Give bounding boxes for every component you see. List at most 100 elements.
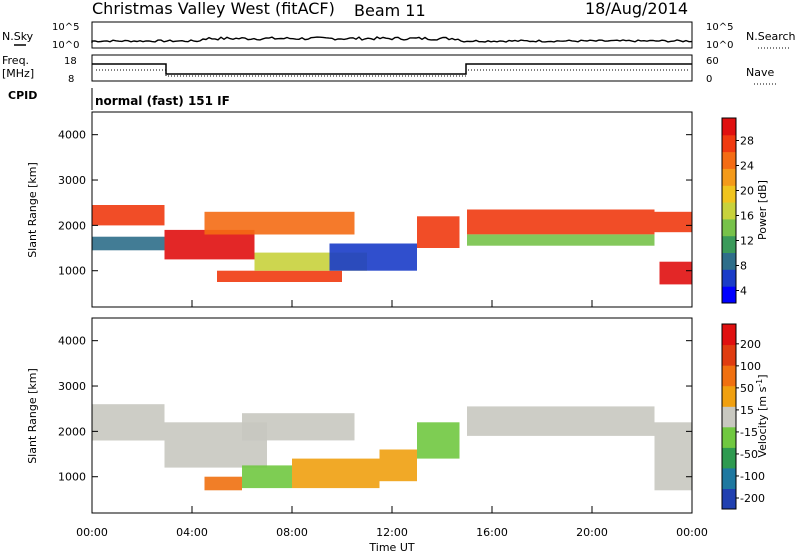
power-colorbar-label: Power [dB]	[756, 180, 769, 240]
power-region-6	[329, 243, 417, 271]
power-heatmap	[92, 205, 692, 285]
velocity-region-7	[417, 422, 460, 459]
noise-left-label: N.Sky	[2, 30, 34, 43]
velocity-colorbar-swatch-2	[722, 447, 736, 469]
noise-panel-frame	[91, 21, 693, 49]
noise-left-tick-bottom: 10^0	[52, 40, 79, 51]
beam-label: Beam 11	[354, 1, 426, 20]
velocity-colorbar: 200 100 50 15 -15 -50 -100 -200	[721, 323, 765, 510]
power-colorbar-swatch-3	[722, 235, 736, 253]
xtick-label-3: 12:00	[376, 526, 408, 539]
xtick-label-4: 16:00	[476, 526, 508, 539]
velocity-ytick-label-0: 1000	[58, 471, 86, 484]
time-x-axis: 00:00 04:00 08:00 12:00 16:00 20:00 00:00	[76, 300, 708, 539]
velocity-region-4	[242, 465, 292, 489]
velocity-y-axis-label: Slant Range [km]	[26, 368, 39, 464]
freq-panel-frame	[91, 54, 693, 82]
velocity-ytick-label-1: 2000	[58, 425, 86, 438]
power-region-8	[467, 209, 655, 235]
power-y-axis-label: Slant Range [km]	[26, 162, 39, 258]
power-ytick-label-2: 3000	[58, 174, 86, 187]
power-region-0	[92, 205, 165, 226]
power-region-2	[164, 229, 255, 260]
velocity-colorbar-tick-label-7: -200	[740, 492, 765, 505]
velocity-colorbar-swatch-4	[722, 406, 736, 428]
x-axis-label: Time UT	[368, 541, 414, 554]
power-colorbar-swatch-8	[722, 151, 736, 169]
xtick-label-0: 00:00	[76, 526, 108, 539]
freq-label-line2: [MHz]	[2, 67, 34, 80]
velocity-region-9	[654, 422, 692, 491]
cpid-value: normal (fast) 151 IF	[95, 94, 230, 108]
power-colorbar-swatch-7	[722, 168, 736, 186]
power-colorbar-swatch-0	[722, 286, 736, 304]
power-region-9	[467, 234, 655, 246]
power-ytick-label-1: 2000	[58, 219, 86, 232]
velocity-region-8	[467, 406, 655, 436]
power-y-axis: 1000 2000 3000 4000	[58, 129, 692, 278]
velocity-colorbar-tick-label-4: -15	[740, 426, 758, 439]
velocity-ytick-label-3: 4000	[58, 335, 86, 348]
velocity-colorbar-tick-label-3: 15	[740, 404, 754, 417]
power-colorbar-swatch-10	[722, 118, 736, 136]
velocity-colorbar-swatch-5	[722, 385, 736, 407]
velocity-region-5	[292, 458, 380, 489]
power-ytick-label-3: 4000	[58, 129, 86, 142]
velocity-region-2	[242, 413, 355, 441]
xtick-label-5: 20:00	[576, 526, 608, 539]
velocity-colorbar-tick-label-0: 200	[740, 338, 761, 351]
power-colorbar-tick-label-0: 28	[740, 135, 754, 148]
power-colorbar-swatch-5	[722, 202, 736, 220]
station-title: Christmas Valley West (fitACF)	[92, 0, 335, 18]
power-colorbar-tick-label-6: 4	[740, 285, 747, 298]
velocity-colorbar-swatch-3	[722, 426, 736, 448]
date-label: 18/Aug/2014	[585, 0, 688, 18]
power-colorbar-swatch-6	[722, 185, 736, 203]
frequency-trace	[92, 63, 692, 75]
power-region-1	[92, 236, 165, 251]
xtick-label-6: 00:00	[676, 526, 708, 539]
power-colorbar: 28 24 20 16 12 8 4	[721, 117, 754, 304]
velocity-colorbar-label: Velocity [m s-1]	[755, 374, 769, 457]
noise-sky-trace	[91, 36, 693, 43]
noise-right-tick-top: 10^5	[706, 22, 733, 33]
velocity-colorbar-swatch-1	[722, 467, 736, 489]
velocity-colorbar-tick-label-6: -100	[740, 470, 765, 483]
noise-right-label: N.Search	[746, 30, 796, 43]
power-colorbar-swatch-4	[722, 218, 736, 237]
velocity-region-3	[204, 476, 242, 491]
freq-tick-bottom: 8	[68, 74, 74, 85]
xtick-label-1: 04:00	[176, 526, 208, 539]
nave-tick-bottom: 0	[706, 74, 712, 85]
velocity-colorbar-frame	[721, 323, 737, 510]
power-region-4	[217, 270, 342, 282]
power-colorbar-swatch-1	[722, 269, 736, 287]
freq-label-line1: Freq.	[2, 54, 29, 67]
power-region-7	[417, 216, 460, 248]
velocity-colorbar-tick-label-1: 100	[740, 360, 761, 373]
velocity-colorbar-tick-label-5: -50	[740, 448, 758, 461]
power-colorbar-tick-label-1: 24	[740, 160, 754, 173]
power-colorbar-tick-label-4: 12	[740, 235, 754, 248]
power-region-3	[204, 211, 355, 235]
power-colorbar-tick-label-2: 20	[740, 185, 754, 198]
velocity-colorbar-swatch-7	[722, 344, 736, 366]
velocity-colorbar-label-text: Velocity [m s	[756, 386, 769, 457]
noise-right-tick-bottom: 10^0	[706, 40, 733, 51]
cpid-label: CPID	[8, 89, 37, 102]
velocity-region-0	[92, 404, 165, 441]
velocity-colorbar-tick-label-2: 50	[740, 382, 754, 395]
xtick-label-2: 08:00	[276, 526, 308, 539]
velocity-colorbar-swatch-0	[722, 488, 736, 510]
power-colorbar-frame	[721, 117, 737, 304]
freq-tick-top: 18	[64, 56, 77, 67]
velocity-heatmap	[92, 404, 692, 491]
velocity-colorbar-swatch-6	[722, 365, 736, 387]
power-colorbar-swatch-9	[722, 134, 736, 153]
velocity-y-axis: 1000 2000 3000 4000	[58, 335, 692, 484]
power-colorbar-tick-label-5: 8	[740, 260, 747, 273]
velocity-colorbar-swatch-8	[722, 324, 736, 346]
velocity-region-6	[379, 449, 417, 482]
nave-label: Nave	[746, 66, 774, 79]
